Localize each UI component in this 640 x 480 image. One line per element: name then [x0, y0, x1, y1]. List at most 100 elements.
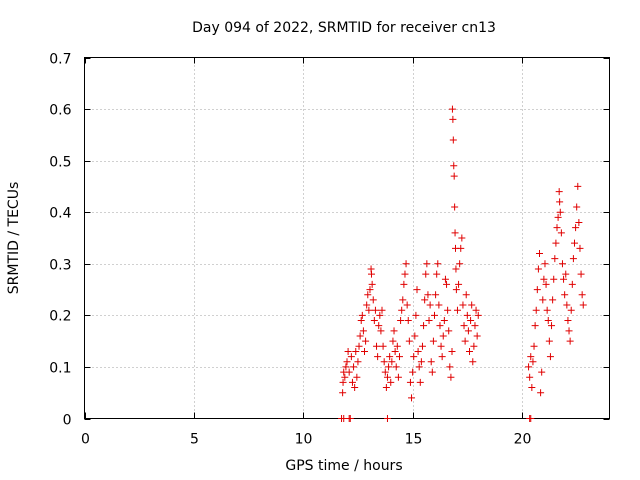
data-point [452, 286, 460, 294]
data-point [359, 327, 367, 335]
data-point [438, 353, 446, 361]
data-point [396, 353, 403, 361]
data-point [574, 182, 582, 190]
data-point [352, 347, 360, 355]
data-point [545, 337, 553, 345]
data-point [420, 322, 428, 330]
data-point [342, 363, 350, 371]
data-point [399, 296, 407, 304]
data-point [458, 234, 466, 242]
data-point [417, 358, 425, 366]
data-point [533, 286, 541, 294]
data-point [470, 342, 478, 350]
y-tick-label: 0.1 [49, 361, 71, 377]
data-point [529, 358, 537, 366]
data-point [418, 342, 426, 350]
data-point [552, 239, 560, 247]
x-tick-labels: 0 5 10 15 20 [81, 432, 531, 448]
data-point [449, 115, 457, 123]
data-point [392, 363, 400, 371]
data-point [353, 373, 361, 381]
x-tick-label: 0 [81, 432, 90, 448]
data-point [449, 136, 457, 144]
data-point [448, 105, 456, 113]
y-tick-label: 0.5 [49, 155, 71, 171]
data-point [363, 301, 371, 309]
data-point [350, 363, 358, 371]
data-point [576, 244, 584, 252]
data-point [361, 347, 368, 355]
data-point [385, 363, 393, 371]
data-point [375, 322, 383, 330]
data-point [451, 229, 459, 237]
data-point [343, 358, 351, 366]
data-point [427, 358, 435, 366]
data-point [408, 394, 416, 402]
data-point [374, 353, 382, 361]
data-point [347, 353, 355, 361]
data-point [468, 301, 476, 309]
data-point [394, 373, 402, 381]
data-point [539, 296, 547, 304]
data-point [421, 296, 429, 304]
data-point [553, 224, 561, 232]
data-point [355, 342, 363, 350]
data-point [440, 317, 448, 325]
data-point [569, 255, 577, 263]
data-point [429, 337, 437, 345]
data-point [370, 317, 378, 325]
data-point [530, 342, 538, 350]
data-point [436, 322, 444, 330]
data-point [382, 384, 390, 392]
data-point [527, 415, 535, 422]
data-point [577, 270, 585, 278]
data-point [365, 306, 373, 314]
data-point [441, 275, 449, 283]
data-point [550, 275, 558, 283]
data-point [452, 265, 460, 273]
data-point [531, 322, 539, 330]
data-point [459, 301, 467, 309]
data-point [453, 306, 461, 314]
data-point [534, 265, 542, 273]
data-point [434, 260, 442, 268]
data-point [351, 384, 359, 392]
data-point [462, 291, 470, 299]
grid [84, 57, 610, 419]
data-point [558, 260, 566, 268]
x-tick-label: 20 [514, 432, 532, 448]
data-point [525, 363, 533, 371]
data-point [448, 347, 456, 355]
data-point [455, 280, 463, 288]
data-point [538, 368, 546, 376]
data-point [564, 317, 572, 325]
data-point [409, 368, 417, 376]
data-point [356, 332, 364, 340]
data-point [416, 378, 424, 386]
data-point [439, 332, 447, 340]
data-point [378, 306, 386, 314]
data-point [572, 224, 580, 232]
data-point [344, 347, 352, 355]
chart-title: Day 094 of 2022, SRMTID for receiver cn1… [192, 20, 496, 36]
data-point [371, 306, 379, 314]
data-point [469, 358, 477, 366]
data-point [554, 213, 562, 221]
data-point [549, 296, 557, 304]
data-point [435, 301, 443, 309]
data-point [345, 368, 353, 376]
data-point [425, 317, 433, 325]
data-point [551, 255, 559, 263]
data-point [575, 219, 583, 227]
data-point [467, 317, 475, 325]
data-point [573, 203, 581, 211]
data-point [379, 342, 387, 350]
y-tick-label: 0.7 [49, 52, 71, 68]
data-point [463, 311, 471, 319]
data-point [404, 317, 412, 325]
data-point [341, 373, 349, 381]
x-tick-label: 15 [405, 432, 423, 448]
data-point [447, 373, 455, 381]
data-point [578, 291, 586, 299]
